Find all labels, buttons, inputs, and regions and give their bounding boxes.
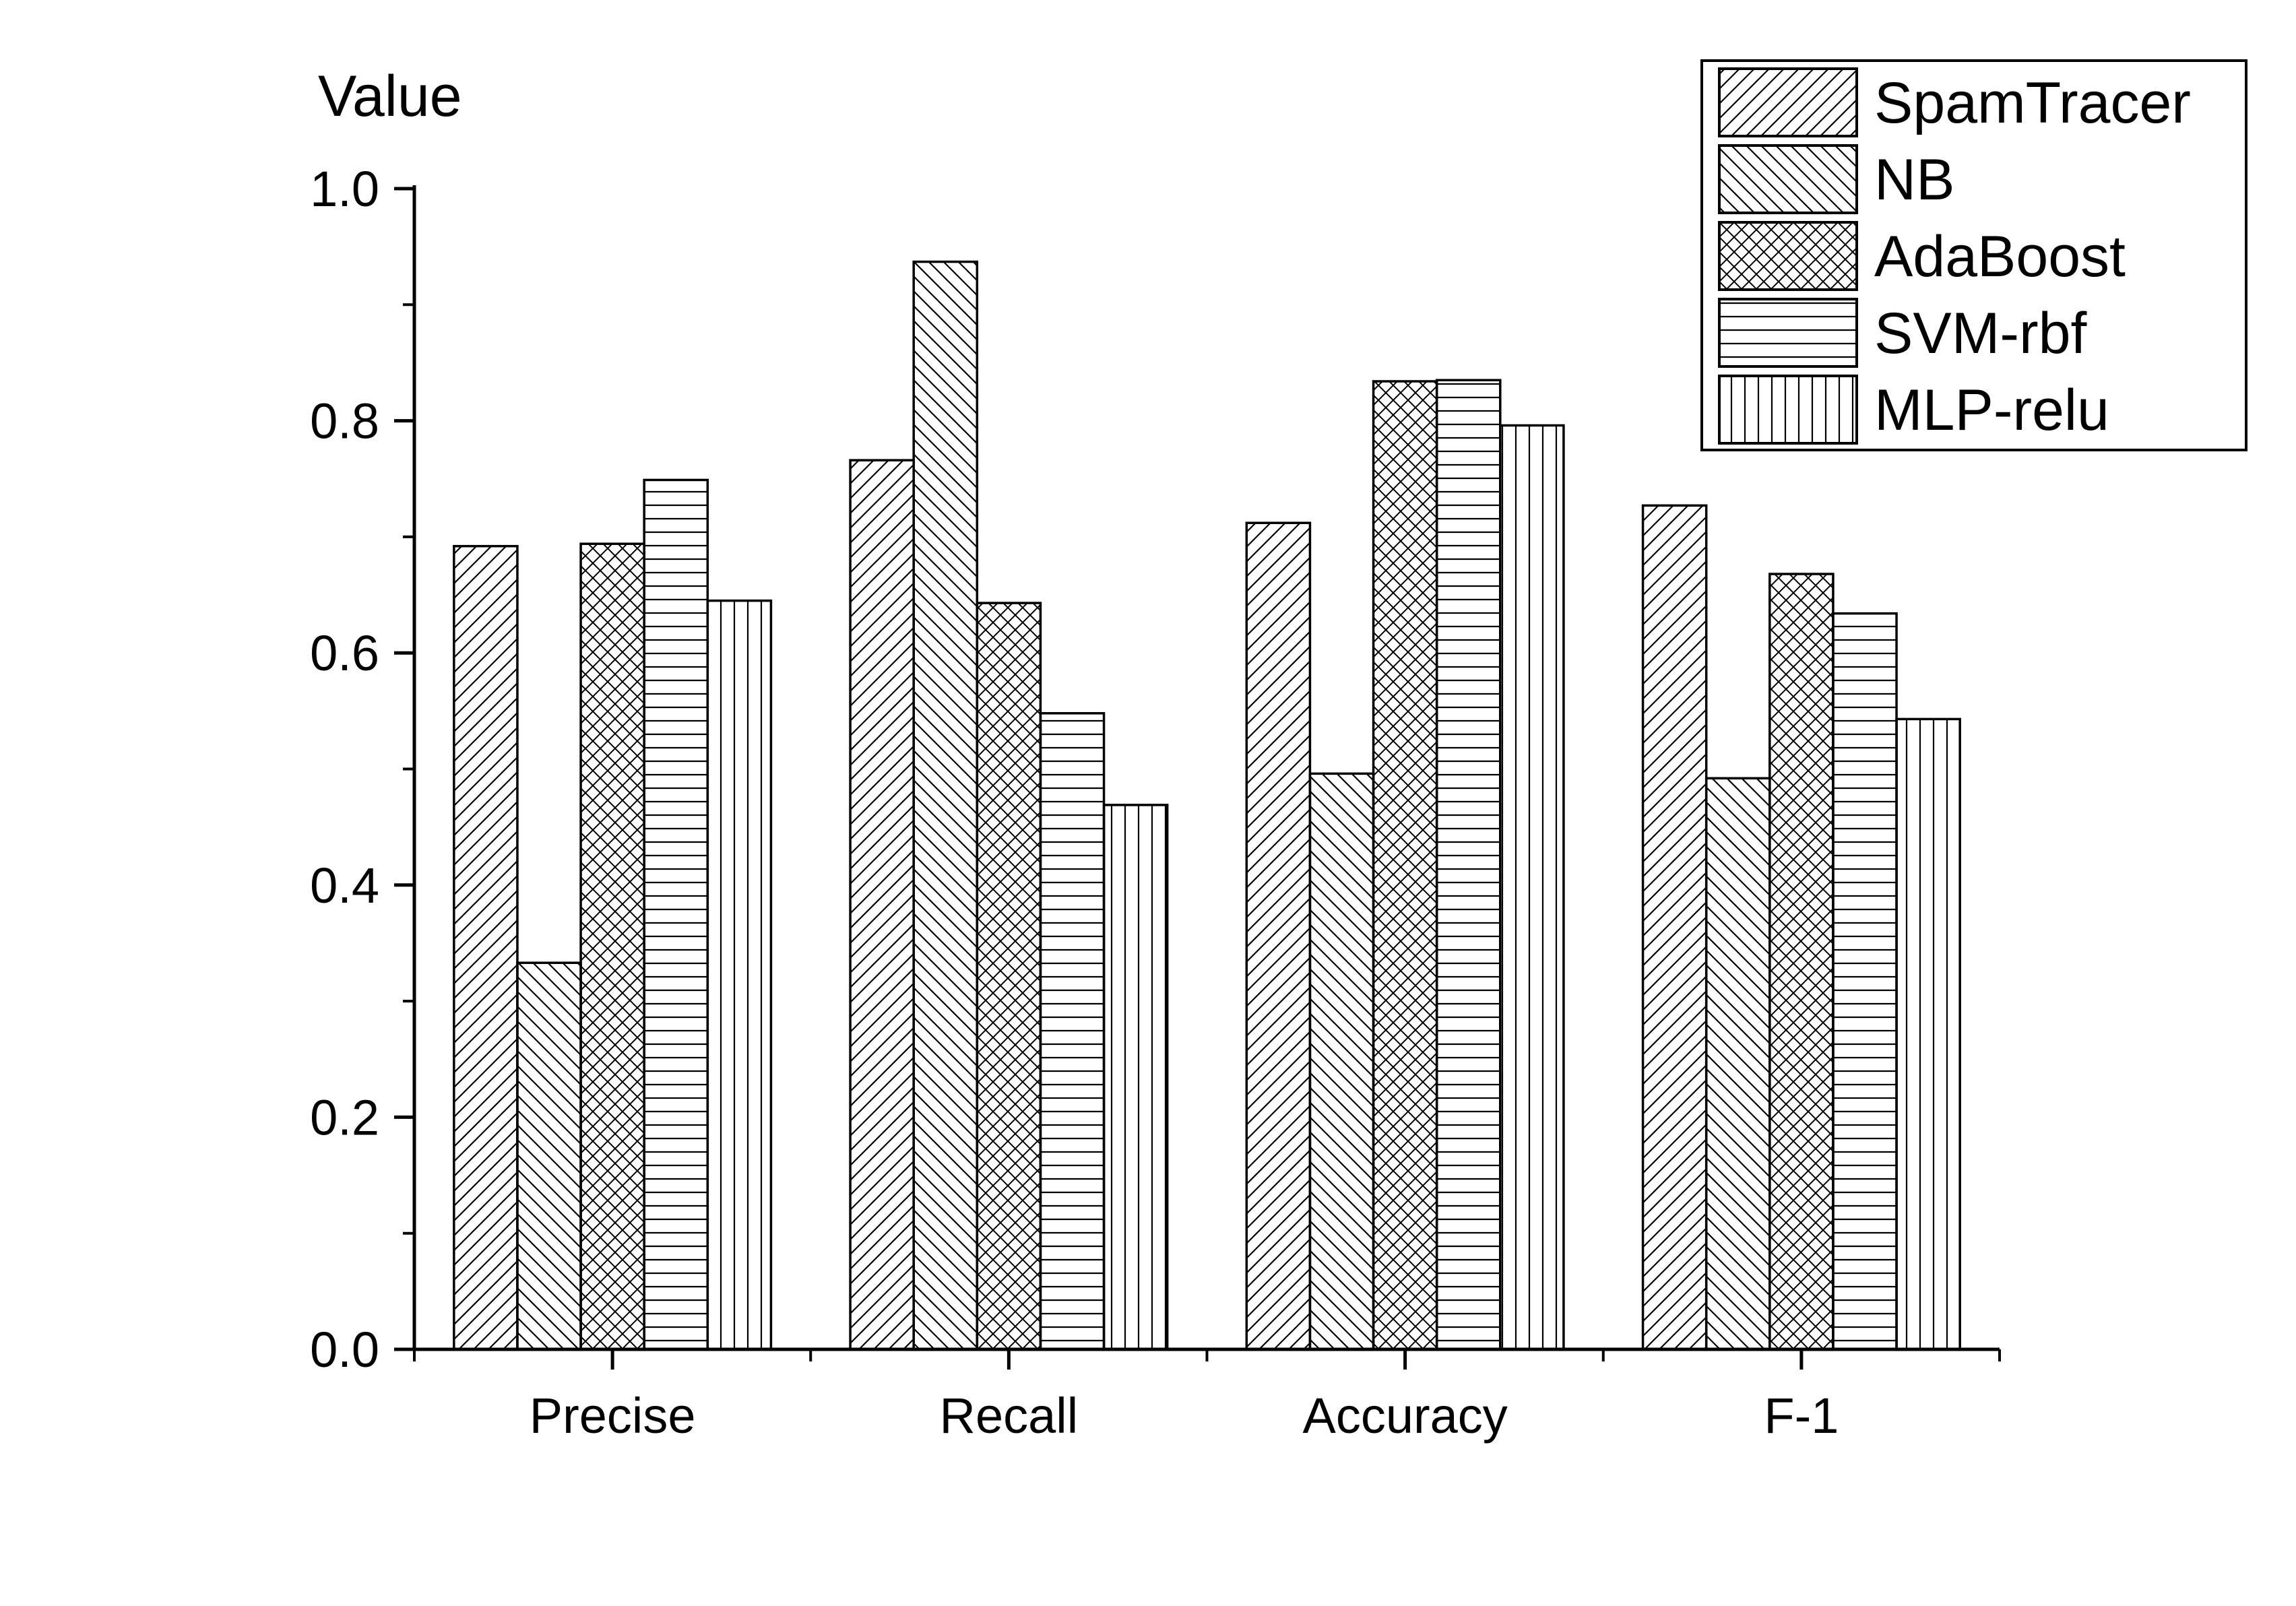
legend-swatch <box>1718 67 1858 137</box>
x-tick-label: F-1 <box>1764 1388 1839 1444</box>
y-tick-label: 1.0 <box>310 161 379 217</box>
legend-label: MLP-relu <box>1874 378 2109 443</box>
bar-spamtracer-recall <box>849 459 915 1351</box>
legend-label: NB <box>1874 148 1954 212</box>
bar-spamtracer-f-1 <box>1641 504 1708 1351</box>
bar-spamtracer-precise <box>453 544 519 1351</box>
bar-mlp-relu-precise <box>706 599 773 1351</box>
legend-swatch <box>1718 144 1858 214</box>
bar-mlp-relu-f-1 <box>1895 717 1961 1351</box>
y-tick-label: 0.8 <box>310 393 379 449</box>
bar-nb-accuracy <box>1308 772 1375 1351</box>
x-tick-label: Recall <box>940 1388 1079 1444</box>
y-axis-label: Value <box>318 64 462 129</box>
y-tick-label: 0.6 <box>310 625 379 681</box>
bar-adaboost-recall <box>976 602 1042 1351</box>
bar-svm-rbf-precise <box>643 478 709 1351</box>
bar-adaboost-f-1 <box>1768 573 1835 1351</box>
x-tick-label: Accuracy <box>1302 1388 1507 1444</box>
bar-nb-recall <box>912 260 979 1351</box>
legend-label: SpamTracer <box>1874 71 2191 135</box>
x-tick-label: Precise <box>530 1388 696 1444</box>
legend-label: SVM-rbf <box>1874 301 2087 366</box>
y-tick-label: 0.0 <box>310 1322 379 1378</box>
bar-adaboost-accuracy <box>1372 380 1438 1351</box>
bar-adaboost-precise <box>579 542 645 1351</box>
bar-nb-f-1 <box>1704 777 1771 1351</box>
bars <box>453 260 1961 1351</box>
y-tick-label: 0.4 <box>310 858 379 913</box>
legend-swatch <box>1718 298 1858 368</box>
legend-swatch <box>1718 221 1858 291</box>
y-tick-label: 0.2 <box>310 1089 379 1145</box>
legend-label: AdaBoost <box>1874 224 2126 289</box>
bar-mlp-relu-accuracy <box>1499 424 1565 1351</box>
legend-swatch <box>1718 375 1858 445</box>
legend: SpamTracer NB AdaBoost SVM-rbf MLP-relu <box>1700 59 2247 451</box>
bar-spamtracer-accuracy <box>1245 521 1312 1351</box>
x-ticks: Precise Recall Accuracy F-1 <box>413 1349 2001 1444</box>
bar-nb-precise <box>516 961 582 1351</box>
y-ticks: 0.0 0.2 0.4 0.6 0.8 1.0 <box>310 161 414 1378</box>
bar-svm-rbf-accuracy <box>1435 379 1502 1351</box>
bar-svm-rbf-recall <box>1039 712 1106 1351</box>
bar-mlp-relu-recall <box>1102 804 1169 1351</box>
bar-svm-rbf-f-1 <box>1832 612 1898 1351</box>
